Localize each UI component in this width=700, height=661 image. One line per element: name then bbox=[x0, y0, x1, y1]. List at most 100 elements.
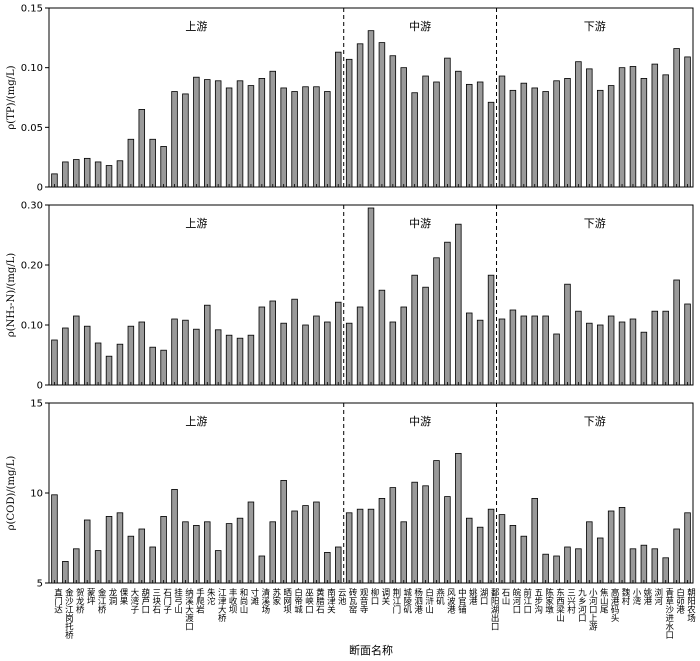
bar bbox=[94, 161, 102, 188]
bar bbox=[684, 512, 691, 584]
bar bbox=[444, 496, 451, 584]
category-label: 石门子 bbox=[162, 588, 172, 614]
region-label: 下游 bbox=[584, 415, 606, 428]
category-label: 前江口 bbox=[522, 587, 532, 613]
bar bbox=[313, 501, 320, 584]
bar bbox=[542, 553, 549, 584]
bar bbox=[662, 74, 669, 188]
bar bbox=[73, 159, 80, 188]
bar bbox=[269, 300, 277, 386]
bar bbox=[313, 86, 320, 188]
bar bbox=[651, 63, 659, 188]
category-label: 苏家 bbox=[271, 587, 281, 605]
bar bbox=[225, 334, 233, 386]
bar bbox=[193, 328, 200, 386]
y-tick-label: 0.10 bbox=[21, 321, 43, 332]
bar bbox=[291, 510, 298, 584]
category-label: 皖河口 bbox=[511, 587, 521, 613]
category-label: 杨泗港 bbox=[413, 587, 423, 614]
bar bbox=[400, 306, 407, 386]
bar bbox=[640, 544, 648, 584]
bar bbox=[280, 322, 287, 386]
category-label: 巫峡口 bbox=[304, 588, 314, 614]
bar bbox=[247, 501, 255, 584]
y-axis-label: ρ(NH₃-N)/(mg/L) bbox=[6, 253, 17, 337]
bar bbox=[149, 546, 156, 584]
bar bbox=[596, 89, 604, 188]
bar bbox=[193, 76, 200, 188]
category-label: 调关 bbox=[380, 588, 390, 606]
bar bbox=[455, 223, 462, 386]
bar bbox=[62, 561, 69, 584]
bar bbox=[160, 349, 167, 386]
category-label: 晒网坝 bbox=[282, 588, 292, 614]
bar bbox=[204, 521, 211, 584]
bar bbox=[487, 274, 495, 386]
category-label: 朱沱 bbox=[205, 587, 215, 606]
bar bbox=[662, 557, 669, 584]
bar bbox=[498, 514, 506, 584]
category-label: 龙洞 bbox=[107, 587, 117, 605]
category-label: 燕矶 bbox=[434, 587, 444, 606]
bar bbox=[400, 521, 407, 584]
bar bbox=[62, 161, 69, 188]
bar bbox=[62, 327, 69, 386]
bar bbox=[204, 79, 211, 188]
region-label: 中游 bbox=[409, 20, 431, 33]
bar bbox=[367, 508, 375, 584]
bar bbox=[204, 304, 211, 386]
category-label: 挂弓山 bbox=[173, 587, 183, 614]
bar bbox=[411, 92, 418, 188]
category-label: 白帝城 bbox=[293, 587, 303, 614]
bar bbox=[269, 70, 277, 188]
bar bbox=[586, 68, 593, 188]
category-label: 白浒山 bbox=[424, 587, 434, 614]
region-label: 中游 bbox=[409, 217, 431, 230]
x-axis-title: 断面名称 bbox=[349, 643, 393, 657]
bar bbox=[629, 66, 637, 188]
category-label: 湖口 bbox=[478, 588, 488, 605]
bar bbox=[225, 523, 233, 584]
bar bbox=[520, 82, 528, 188]
bar bbox=[684, 56, 691, 188]
bar bbox=[553, 333, 560, 386]
bar bbox=[378, 42, 386, 188]
category-label: 观音寺 bbox=[358, 588, 368, 614]
bar bbox=[160, 146, 167, 188]
bar bbox=[531, 315, 538, 386]
bar bbox=[575, 548, 582, 584]
bar bbox=[651, 310, 659, 386]
bar bbox=[389, 487, 397, 584]
category-label: 纳溪大渡口 bbox=[183, 587, 193, 630]
category-label: 柳口 bbox=[369, 587, 379, 605]
bar bbox=[553, 555, 560, 584]
bar bbox=[324, 321, 331, 386]
category-label: 浏河 bbox=[653, 587, 663, 605]
bar bbox=[345, 58, 353, 188]
bar bbox=[83, 157, 91, 188]
bar bbox=[367, 30, 375, 188]
bar bbox=[127, 325, 135, 386]
bar bbox=[629, 318, 637, 386]
bar bbox=[247, 85, 255, 188]
bar bbox=[335, 301, 342, 386]
bar bbox=[302, 324, 309, 386]
bar bbox=[564, 546, 571, 584]
bar bbox=[367, 207, 375, 386]
bar bbox=[73, 315, 80, 386]
bar bbox=[662, 310, 669, 386]
bar bbox=[673, 279, 680, 386]
bar bbox=[553, 80, 560, 188]
bar bbox=[651, 548, 659, 584]
category-label: 金江桥 bbox=[96, 587, 106, 614]
bar bbox=[182, 521, 189, 584]
bar bbox=[236, 337, 244, 386]
bar bbox=[335, 51, 342, 188]
category-label: 三块石 bbox=[151, 588, 161, 614]
y-tick-label: 10 bbox=[30, 489, 43, 500]
bar bbox=[618, 67, 626, 188]
region-label: 下游 bbox=[584, 20, 606, 33]
bar bbox=[116, 160, 124, 188]
y-tick-label: 5 bbox=[37, 579, 43, 590]
category-label: 小湾 bbox=[631, 587, 641, 606]
